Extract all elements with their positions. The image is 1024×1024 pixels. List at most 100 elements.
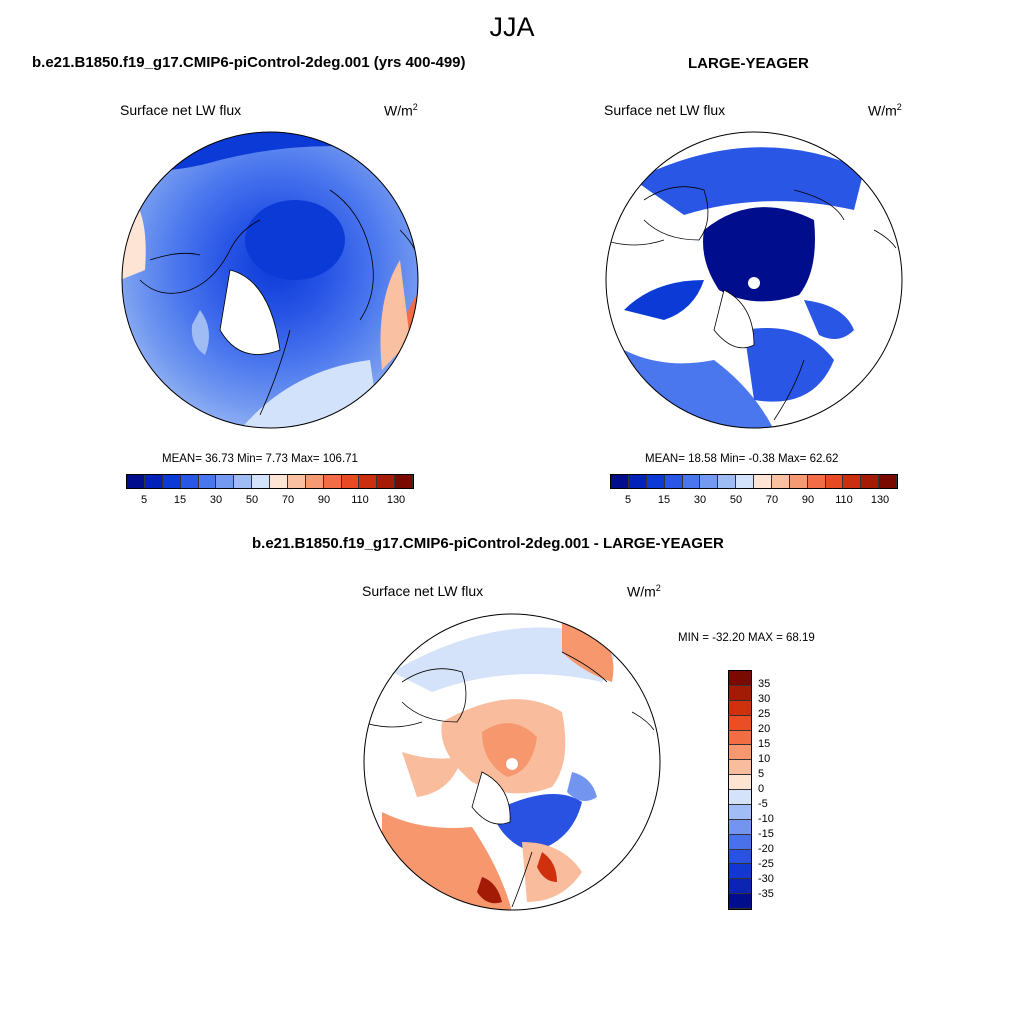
colorbar-tick: -35 xyxy=(758,888,774,900)
colorbar-swatch xyxy=(729,700,751,716)
colorbar-tick: 50 xyxy=(729,494,743,506)
model-polar-map xyxy=(121,131,419,429)
colorbar-swatch xyxy=(789,475,808,488)
colorbar-tick: 50 xyxy=(245,494,259,506)
colorbar-tick: 130 xyxy=(870,494,890,506)
colorbar-swatch xyxy=(771,475,790,488)
colorbar-tick: 0 xyxy=(758,783,765,795)
colorbar-swatch xyxy=(305,475,324,488)
model-colorbar xyxy=(126,474,414,489)
colorbar-swatch xyxy=(729,834,751,850)
colorbar-swatch xyxy=(729,819,751,835)
colorbar-swatch xyxy=(252,475,270,488)
colorbar-swatch xyxy=(729,804,751,820)
colorbar-tick: 110 xyxy=(351,494,369,506)
colorbar-swatch xyxy=(729,715,751,731)
colorbar-tick: 15 xyxy=(758,738,771,750)
colorbar-swatch xyxy=(736,475,754,488)
colorbar-tick: 5 xyxy=(624,494,632,506)
colorbar-tick: 5 xyxy=(140,494,148,506)
colorbar-swatch xyxy=(664,475,683,488)
colorbar-tick: 30 xyxy=(209,494,223,506)
colorbar-tick: -5 xyxy=(758,798,768,810)
colorbar-swatch xyxy=(127,475,145,488)
colorbar-swatch xyxy=(729,671,751,686)
colorbar-swatch xyxy=(234,475,253,488)
colorbar-swatch xyxy=(729,745,751,761)
colorbar-swatch xyxy=(807,475,826,488)
colorbar-swatch xyxy=(180,475,199,488)
diff-panel-title: b.e21.B1850.f19_g17.CMIP6-piControl-2deg… xyxy=(252,535,724,552)
colorbar-tick: 70 xyxy=(281,494,295,506)
colorbar-tick: 5 xyxy=(758,768,765,780)
diff-variable-label: Surface net LW flux xyxy=(362,583,484,599)
colorbar-tick: 130 xyxy=(386,494,406,506)
colorbar-swatch xyxy=(729,879,751,895)
colorbar-swatch xyxy=(729,849,751,865)
colorbar-swatch xyxy=(628,475,647,488)
colorbar-swatch xyxy=(754,475,772,488)
colorbar-tick: 15 xyxy=(173,494,187,506)
colorbar-tick: 30 xyxy=(758,693,771,705)
colorbar-tick: 70 xyxy=(765,494,779,506)
colorbar-swatch xyxy=(879,475,897,488)
colorbar-tick: 35 xyxy=(758,678,771,690)
colorbar-swatch xyxy=(825,475,844,488)
model-panel-title: b.e21.B1850.f19_g17.CMIP6-piControl-2deg… xyxy=(32,54,466,71)
obs-stats-label: MEAN= 18.58 Min= -0.38 Max= 62.62 xyxy=(645,453,839,465)
colorbar-swatch xyxy=(729,894,751,909)
colorbar-swatch xyxy=(359,475,378,488)
colorbar-tick: 25 xyxy=(758,708,771,720)
obs-polar-map xyxy=(605,131,903,429)
model-stats-label: MEAN= 36.73 Min= 7.73 Max= 106.71 xyxy=(162,453,358,465)
colorbar-swatch xyxy=(395,475,413,488)
colorbar-tick: 10 xyxy=(758,753,771,765)
colorbar-tick: 20 xyxy=(758,723,771,735)
diff-polar-map xyxy=(363,613,661,911)
model-units-label: W/m2 xyxy=(384,102,418,119)
colorbar-swatch xyxy=(162,475,181,488)
colorbar-swatch xyxy=(216,475,235,488)
colorbar-swatch xyxy=(729,685,751,701)
colorbar-swatch xyxy=(718,475,737,488)
diff-colorbar-ticks: 35 30 25 20 15 10 5 0 -5 -10 -15 -20 -25… xyxy=(758,670,798,910)
season-title: JJA xyxy=(489,12,535,42)
colorbar-swatch xyxy=(270,475,288,488)
colorbar-tick: 30 xyxy=(693,494,707,506)
colorbar-swatch xyxy=(377,475,396,488)
colorbar-swatch xyxy=(843,475,862,488)
colorbar-swatch xyxy=(198,475,217,488)
colorbar-swatch xyxy=(287,475,306,488)
colorbar-swatch xyxy=(729,775,751,790)
obs-colorbar-ticks: 5 15 30 50 70 90 110 130 xyxy=(610,494,898,508)
diff-colorbar xyxy=(728,670,752,910)
colorbar-swatch xyxy=(144,475,163,488)
diff-stats-label: MIN = -32.20 MAX = 68.19 xyxy=(678,632,815,644)
model-variable-label: Surface net LW flux xyxy=(120,102,242,118)
colorbar-swatch xyxy=(729,864,751,880)
colorbar-swatch xyxy=(729,760,751,776)
obs-units-label: W/m2 xyxy=(868,102,902,119)
obs-colorbar xyxy=(610,474,898,489)
obs-variable-label: Surface net LW flux xyxy=(604,102,726,118)
colorbar-swatch xyxy=(729,730,751,746)
model-colorbar-ticks: 5 15 30 50 70 90 110 130 xyxy=(126,494,414,508)
colorbar-swatch xyxy=(682,475,701,488)
colorbar-tick: 90 xyxy=(801,494,815,506)
obs-panel-title: LARGE-YEAGER xyxy=(688,55,809,72)
colorbar-swatch xyxy=(861,475,880,488)
colorbar-tick: -10 xyxy=(758,813,774,825)
colorbar-tick: -15 xyxy=(758,828,774,840)
colorbar-swatch xyxy=(341,475,360,488)
colorbar-tick: -30 xyxy=(758,873,774,885)
colorbar-swatch xyxy=(323,475,342,488)
colorbar-swatch xyxy=(611,475,629,488)
colorbar-tick: -20 xyxy=(758,843,774,855)
colorbar-tick: 15 xyxy=(657,494,671,506)
colorbar-swatch xyxy=(646,475,665,488)
colorbar-swatch xyxy=(700,475,719,488)
colorbar-tick: 110 xyxy=(835,494,853,506)
colorbar-tick: -25 xyxy=(758,858,774,870)
diff-units-label: W/m2 xyxy=(627,583,661,600)
colorbar-tick: 90 xyxy=(317,494,331,506)
